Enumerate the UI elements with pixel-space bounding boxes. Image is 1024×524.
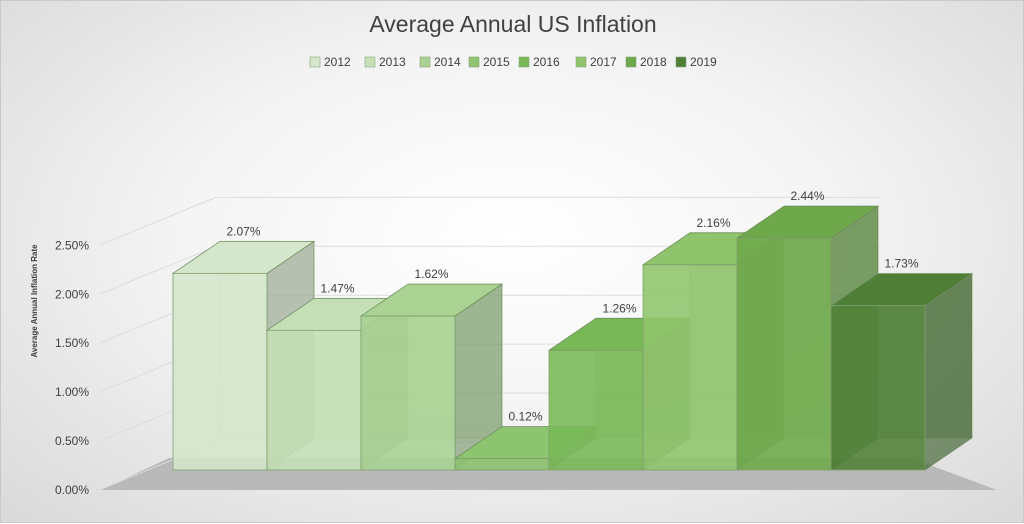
y-tick-label: 0.50% [55, 434, 89, 448]
legend-swatch [309, 56, 321, 68]
data-label-2015: 0.12% [508, 410, 542, 424]
legend-label: 2012 [324, 55, 351, 69]
legend-label: 2013 [379, 55, 406, 69]
y-tick-label: 1.50% [55, 336, 89, 350]
bar-side-shade [925, 273, 972, 470]
data-label-2017: 2.16% [696, 216, 730, 230]
legend-swatch [468, 56, 480, 68]
gridline-diag [98, 196, 217, 246]
bar-side-shade [455, 284, 502, 470]
y-axis: 0.00% 0.50% 1.00% 1.50% 2.00% 2.50% [55, 238, 89, 497]
data-label-2013: 1.47% [320, 281, 354, 295]
legend-label: 2015 [483, 55, 510, 69]
legend-swatch [575, 56, 587, 68]
legend-swatch [518, 56, 530, 68]
legend-swatch [364, 56, 376, 68]
bar-front-face [360, 315, 456, 471]
chart-title: Average Annual US Inflation [369, 11, 656, 37]
bar-2014 [359, 283, 504, 471]
bar-front-face [454, 458, 550, 471]
legend-swatch [675, 56, 687, 68]
bar-front-face [548, 349, 644, 471]
legend-label: 2016 [533, 55, 560, 69]
bar-front-face [266, 329, 362, 471]
data-label-2016: 1.26% [602, 301, 636, 315]
bars [171, 205, 974, 471]
legend-swatch [625, 56, 637, 68]
y-tick-label: 1.00% [55, 385, 89, 399]
data-label-2014: 1.62% [414, 267, 448, 281]
y-tick-label: 0.00% [55, 483, 89, 497]
bar-front-face [830, 305, 926, 471]
data-label-2019: 1.73% [884, 257, 918, 271]
legend-label: 2019 [690, 55, 717, 69]
legend-label: 2018 [640, 55, 667, 69]
legend-swatch [419, 56, 431, 68]
y-tick-label: 2.50% [55, 238, 89, 252]
data-labels: 2.07% 1.47% 1.62% 0.12% 1.26% 2.16% 2.44% 1.73% [226, 189, 918, 423]
y-tick-label: 2.00% [55, 287, 89, 301]
legend: 2012 2013 2014 2015 2016 2017 2018 2019 [309, 55, 717, 69]
bar-2019 [829, 273, 974, 471]
legend-label: 2017 [590, 55, 617, 69]
bar-front-face [736, 237, 832, 471]
y-axis-title: Average Annual Inflation Rate [30, 244, 39, 358]
bar-front-face [642, 264, 738, 471]
bar-front-face [172, 272, 268, 471]
data-label-2012: 2.07% [226, 224, 260, 238]
legend-label: 2014 [434, 55, 461, 69]
gridline-diag [98, 245, 217, 295]
data-label-2018: 2.44% [790, 189, 824, 203]
